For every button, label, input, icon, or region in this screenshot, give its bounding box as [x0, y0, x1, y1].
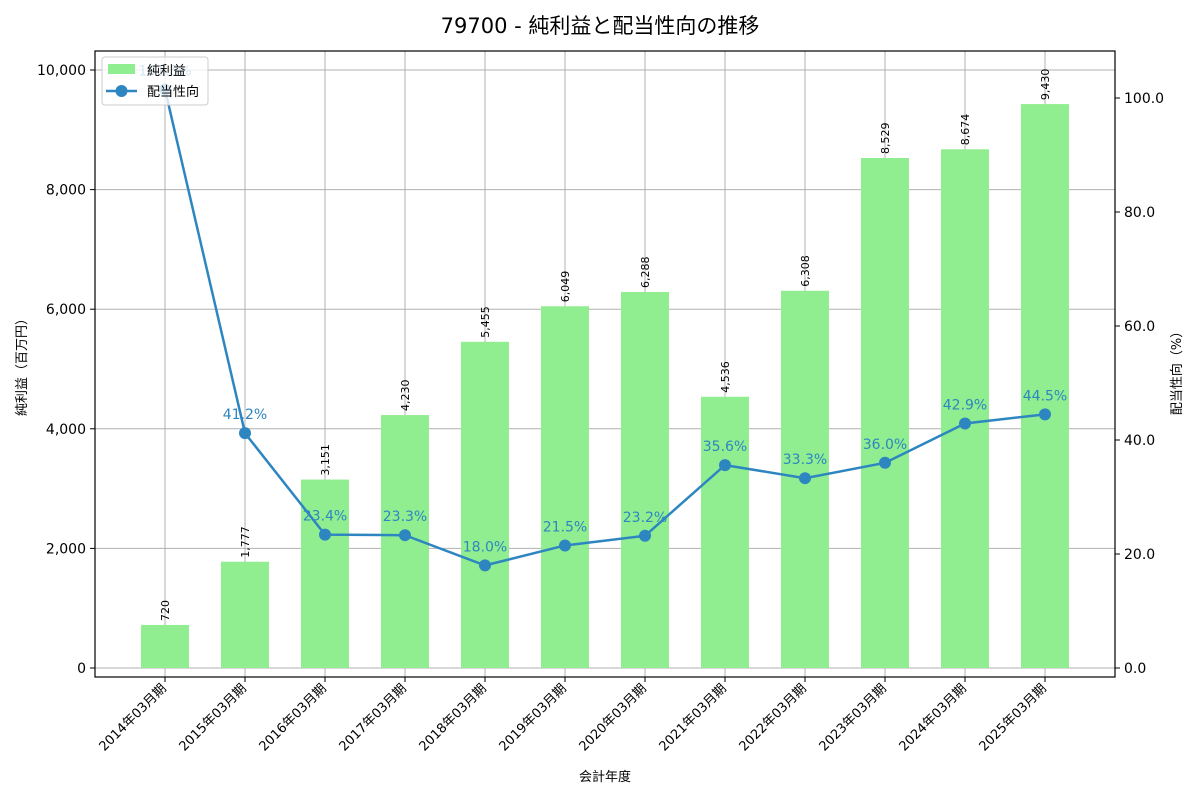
x-tick-label: 2015年03月期 — [177, 681, 250, 754]
data-point-marker — [959, 417, 971, 430]
bar-value-label: 4,536 — [719, 361, 732, 393]
data-point-marker — [879, 456, 891, 469]
x-axis: 2014年03月期 2015年03月期 2016年03月期 2017年03月期 2018… — [97, 677, 1050, 755]
bar-series-net-income — [141, 104, 1069, 668]
right-tick-label: 20.0 — [1124, 547, 1155, 563]
right-tick-label: 60.0 — [1124, 319, 1155, 335]
right-y-axis: 0.0 20.0 40.0 60.0 80.0 100.0 — [1115, 91, 1164, 677]
x-tick-label: 2014年03月期 — [97, 681, 170, 754]
line-value-label: 41.2% — [223, 407, 267, 423]
left-y-axis-label: 純利益（百万円） — [15, 312, 30, 416]
bar-value-label: 720 — [159, 600, 172, 621]
right-tick-label: 80.0 — [1124, 205, 1155, 221]
bar-value-label: 6,049 — [559, 271, 572, 303]
line-value-label: 36.0% — [863, 437, 907, 453]
legend: 純利益 配当性向 — [101, 56, 209, 106]
bar — [141, 624, 189, 668]
line-value-label: 21.5% — [543, 519, 587, 535]
data-point-marker — [559, 539, 571, 552]
left-tick-label: 6,000 — [46, 302, 86, 318]
data-point-marker — [1039, 408, 1051, 421]
line-value-label: 42.9% — [943, 397, 987, 413]
bar-value-label: 6,288 — [639, 256, 652, 288]
left-tick-label: 2,000 — [46, 541, 86, 557]
data-point-marker — [639, 529, 651, 542]
line-value-label: 23.2% — [623, 510, 667, 526]
bar — [301, 479, 349, 668]
left-tick-label: 4,000 — [46, 422, 86, 438]
x-tick-label: 2021年03月期 — [657, 681, 730, 754]
legend-label-net-income: 純利益 — [147, 64, 186, 79]
x-tick-label: 2022年03月期 — [737, 681, 810, 754]
right-tick-label: 40.0 — [1124, 433, 1155, 449]
bar — [941, 149, 989, 668]
left-y-axis: 0 2,000 4,000 6,000 8,000 10,000 — [37, 63, 95, 677]
bar — [461, 341, 509, 668]
x-tick-label: 2023年03月期 — [817, 681, 890, 754]
x-tick-label: 2024年03月期 — [897, 681, 970, 754]
x-tick-label: 2016年03月期 — [257, 681, 330, 754]
x-tick-label: 2020年03月期 — [577, 681, 650, 754]
line-value-label: 23.4% — [303, 509, 347, 525]
payout-ratio-line — [163, 89, 1046, 567]
data-point-marker — [399, 529, 411, 542]
legend-bar-swatch — [108, 64, 135, 74]
bar-value-label: 5,455 — [479, 306, 492, 338]
right-y-axis-label: 配当性向（%） — [1169, 325, 1185, 415]
bar — [1021, 104, 1069, 668]
bar — [621, 291, 669, 668]
bar-value-label: 4,230 — [399, 380, 412, 412]
x-tick-label: 2025年03月期 — [977, 681, 1050, 754]
bar-value-label: 8,529 — [879, 122, 892, 154]
data-point-marker — [479, 559, 491, 572]
legend-label-payout-ratio: 配当性向 — [147, 84, 199, 100]
bar — [861, 157, 909, 668]
left-tick-label: 0 — [77, 661, 86, 677]
bar-value-label: 1,777 — [239, 526, 252, 558]
bar — [221, 561, 269, 668]
line-series-payout-ratio — [159, 83, 1051, 572]
bar — [701, 396, 749, 668]
chart-title: 79700 - 純利益と配当性向の推移 — [441, 14, 760, 38]
data-point-marker — [319, 528, 331, 541]
left-tick-label: 8,000 — [46, 183, 86, 199]
line-value-label: 23.3% — [383, 509, 427, 525]
bar-value-label: 3,151 — [319, 444, 332, 476]
bar — [541, 306, 589, 668]
plot-frame — [94, 50, 1116, 678]
bar-value-label: 8,674 — [959, 114, 972, 146]
line-value-label: 33.3% — [783, 452, 827, 468]
bar-value-label: 6,308 — [799, 255, 812, 287]
bar-value-labels: 720 1,777 3,151 4,230 5,455 6,049 6,288 4,536 6,… — [159, 69, 1052, 621]
right-tick-label: 100.0 — [1124, 91, 1164, 107]
left-tick-label: 10,000 — [37, 63, 86, 79]
x-tick-label: 2018年03月期 — [417, 681, 490, 754]
line-value-label: 18.0% — [463, 539, 507, 555]
line-value-label: 44.5% — [1023, 388, 1067, 404]
bar-value-label: 9,430 — [1039, 69, 1052, 101]
right-tick-label: 0.0 — [1124, 661, 1146, 677]
x-axis-label: 会計年度 — [579, 769, 631, 785]
x-tick-label: 2017年03月期 — [337, 681, 410, 754]
data-point-marker — [799, 472, 811, 485]
line-value-labels: 101.5%41.2%23.4%23.3%18.0%21.5%23.2%35.6… — [138, 63, 1067, 555]
legend-marker-icon — [115, 85, 128, 97]
data-point-marker — [239, 427, 251, 440]
line-value-label: 35.6% — [703, 439, 747, 455]
x-tick-label: 2019年03月期 — [497, 681, 570, 754]
data-point-marker — [719, 459, 731, 472]
